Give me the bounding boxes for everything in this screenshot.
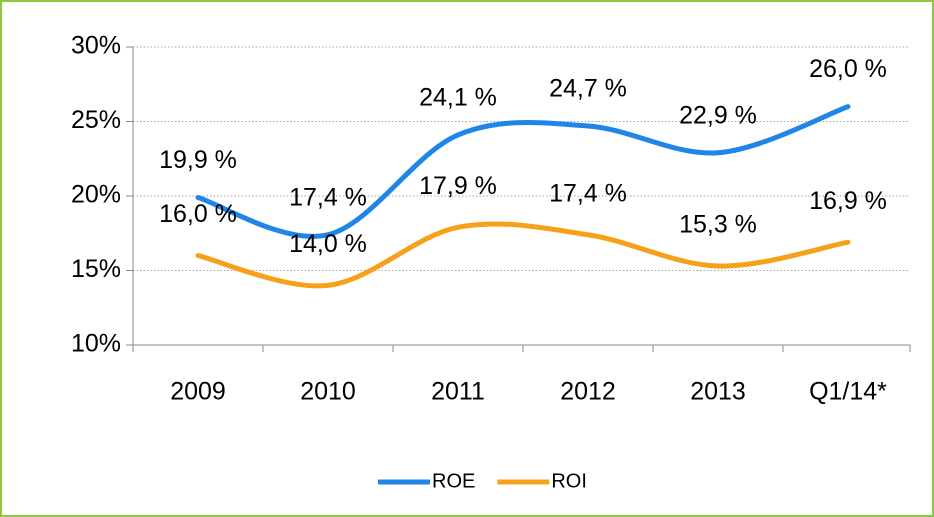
y-tick-label: 25% [71,106,121,134]
legend-label: ROI [551,470,587,492]
data-label: 24,1 % [419,84,497,112]
data-label: 16,9 % [809,187,887,215]
data-label: 17,4 % [289,183,367,211]
data-label: 22,9 % [679,101,757,129]
line [195,104,851,239]
x-tick-label: 2013 [690,378,746,406]
x-tick-label: 2011 [431,378,485,406]
y-tick-label: 20% [71,181,121,209]
y-tick-label: 30% [71,32,121,60]
x-tick-label: Q1/14* [809,378,887,406]
data-label: 19,9 % [159,146,237,174]
data-label: 26,0 % [809,55,887,83]
x-tick-label: 2009 [170,378,226,406]
x-tick-label: 2010 [300,378,356,406]
line [195,221,851,289]
data-label: 15,3 % [679,211,757,239]
data-label: 17,9 % [419,172,497,200]
data-label: 24,7 % [549,75,627,103]
x-tick-label: 2012 [560,378,616,406]
y-tick-label: 10% [71,330,121,358]
data-label: 16,0 % [159,200,237,228]
data-label: 14,0 % [289,230,367,258]
legend-label: ROE [432,470,475,492]
data-label: 17,4 % [549,179,627,207]
y-tick-label: 15% [71,255,121,283]
